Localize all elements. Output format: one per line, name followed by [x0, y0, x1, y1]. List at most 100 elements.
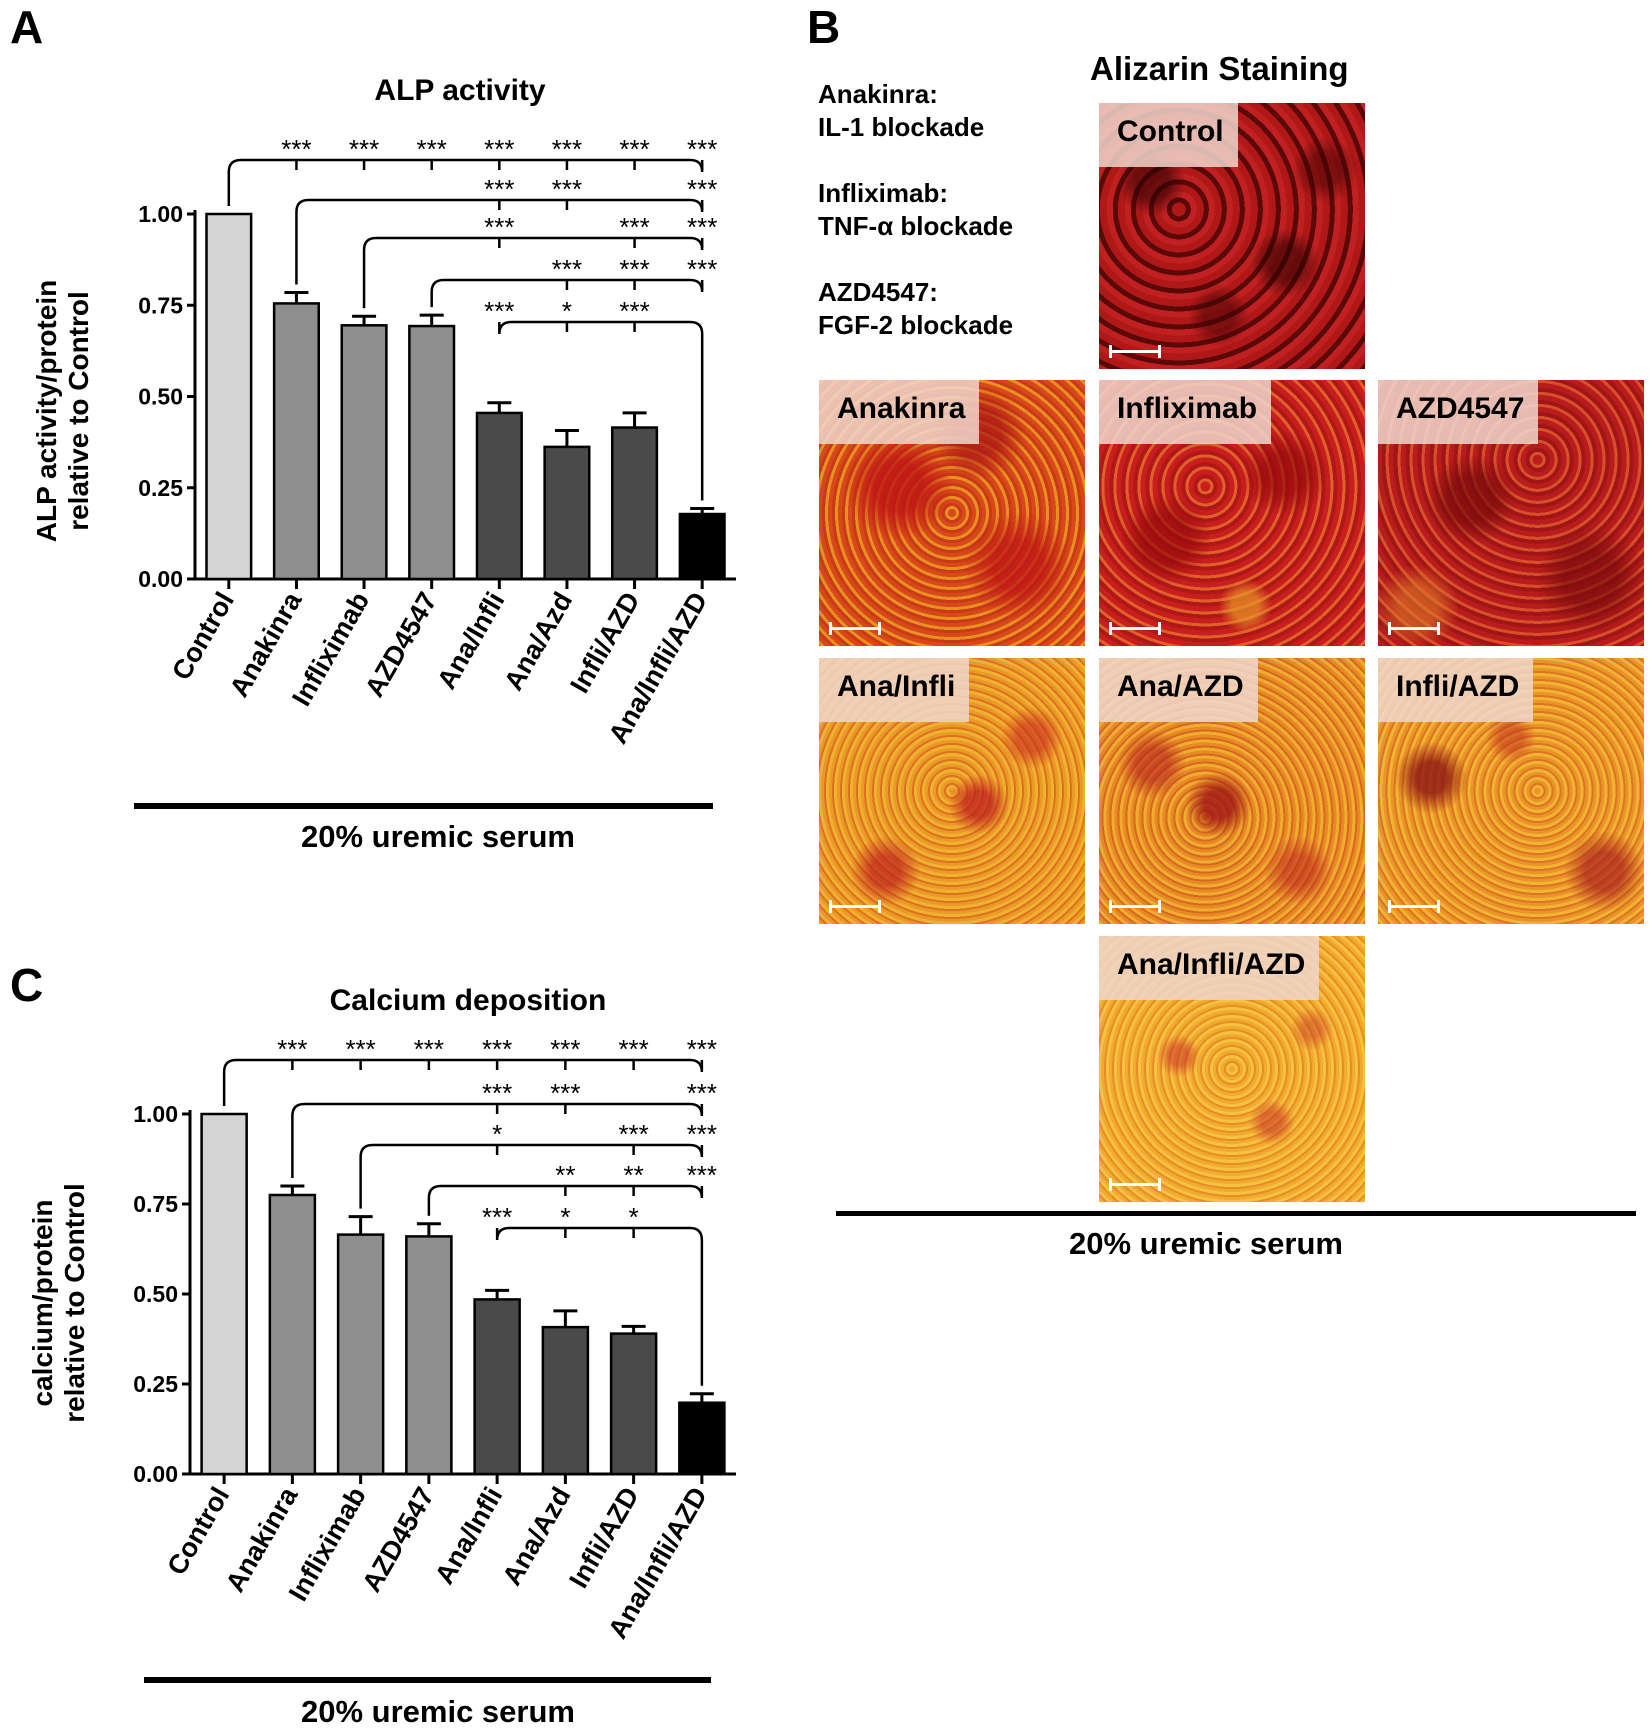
y-tick-label: 0.00: [133, 1461, 178, 1487]
scale-bar: [829, 900, 881, 913]
bar: [475, 411, 523, 581]
micrograph-label: Anakinra: [819, 380, 980, 444]
sig-mark: ***: [619, 212, 649, 242]
sig-mark: *: [492, 1119, 502, 1149]
chart-a-ylabel-line1: ALP activity/protein: [31, 280, 62, 542]
scale-bar: [1109, 622, 1161, 635]
sig-mark: ***: [687, 254, 717, 284]
sig-mark: ***: [482, 1034, 512, 1064]
legend-infliximab-target: TNF-α blockade: [818, 211, 1014, 241]
sig-mark: *: [560, 1202, 570, 1232]
y-tick-label: 0.25: [133, 1371, 178, 1397]
sig-mark: **: [555, 1160, 575, 1190]
bar: [268, 1193, 317, 1476]
micrograph-infli-azd: Infli/AZD: [1378, 658, 1644, 924]
micrograph-label: Infli/AZD: [1378, 658, 1534, 722]
scale-bar: [1109, 1178, 1161, 1191]
chart-c-group-label: 20% uremic serum: [301, 1694, 575, 1728]
y-tick-label: 0.00: [138, 566, 183, 592]
bar: [609, 1332, 658, 1476]
legend-infliximab-drug: Infliximab:: [818, 178, 949, 208]
bar: [541, 1325, 590, 1476]
scale-bar: [1109, 900, 1161, 913]
sig-mark: ***: [414, 1034, 444, 1064]
sig-mark: ***: [619, 254, 649, 284]
y-tick-label: 0.75: [138, 292, 183, 318]
y-tick-label: 0.75: [133, 1191, 178, 1217]
legend-azd4547-drug: AZD4547:: [818, 277, 938, 307]
bar: [405, 1235, 453, 1476]
bar: [473, 1298, 521, 1476]
sig-mark: ***: [619, 134, 649, 164]
chart-a-group-label: 20% uremic serum: [301, 819, 575, 854]
sig-bracket: [359, 1143, 704, 1158]
scale-bar: [1388, 900, 1440, 913]
micrograph-anakinra: Anakinra: [819, 380, 1085, 646]
chart-a-ylabel-line2: relative to Control: [63, 291, 94, 531]
sig-mark: ***: [687, 212, 717, 242]
y-tick-label: 0.50: [138, 384, 183, 410]
bar: [200, 1112, 248, 1476]
bar: [340, 324, 388, 581]
sig-mark: ***: [345, 1034, 375, 1064]
scale-bar: [1109, 345, 1161, 358]
y-tick-label: 0.25: [138, 475, 183, 501]
micrograph-label: AZD4547: [1378, 380, 1539, 444]
y-tick-label: 1.00: [138, 201, 183, 227]
sig-mark: ***: [619, 296, 649, 326]
micrograph-ana-infli-azd: Ana/Infli/AZD: [1099, 936, 1365, 1202]
sig-mark: ***: [552, 254, 582, 284]
micrograph-label: Control: [1099, 103, 1238, 167]
sig-mark: **: [624, 1160, 644, 1190]
scale-bar: [1388, 622, 1440, 635]
panel-b-letter: B: [807, 1, 841, 53]
x-tick-label: Ana/Infli: [429, 1482, 508, 1589]
y-tick-label: 0.50: [133, 1281, 178, 1307]
bar: [272, 302, 321, 581]
y-tick-label: 1.00: [133, 1101, 178, 1127]
bar: [543, 445, 591, 581]
legend-anakinra-drug: Anakinra:: [818, 79, 938, 109]
sig-mark: ***: [687, 1078, 717, 1108]
sig-mark: *: [562, 296, 572, 326]
chart-a-title: ALP activity: [374, 74, 545, 107]
micrograph-azd4547: AZD4547: [1378, 380, 1644, 646]
sig-mark: ***: [687, 1034, 717, 1064]
bar: [408, 324, 456, 581]
bar: [678, 512, 726, 581]
panel-b-group-label: 20% uremic serum: [1069, 1226, 1343, 1261]
sig-mark: ***: [687, 1160, 717, 1190]
sig-mark: ***: [484, 212, 514, 242]
sig-bracket: [495, 1226, 704, 1241]
sig-mark: ***: [277, 1034, 307, 1064]
micrograph-ana-infli: Ana/Infli: [819, 658, 1085, 924]
sig-mark: ***: [550, 1034, 580, 1064]
chart-c-ylabel-line2: relative to Control: [59, 1183, 90, 1423]
chart-a-group-line: [134, 803, 713, 809]
sig-mark: ***: [687, 174, 717, 204]
x-tick-label: Control: [161, 1482, 235, 1580]
panel-b-title: Alizarin Staining: [1090, 50, 1349, 87]
micrograph-label: Ana/Infli/AZD: [1099, 936, 1320, 1000]
sig-mark: ***: [618, 1034, 648, 1064]
sig-mark: ***: [484, 134, 514, 164]
sig-mark: ***: [417, 134, 447, 164]
sig-mark: ***: [484, 174, 514, 204]
bar: [336, 1233, 385, 1476]
panel-a-letter: A: [10, 1, 44, 53]
micrograph-control: Control: [1099, 103, 1365, 369]
micrograph-infliximab: Infliximab: [1099, 380, 1365, 646]
micrograph-label: Ana/Infli: [819, 658, 970, 722]
micrograph-label: Infliximab: [1099, 380, 1272, 444]
sig-mark: ***: [281, 134, 311, 164]
panel-b-group-line: [836, 1211, 1636, 1216]
x-tick-label: Control: [166, 587, 240, 685]
sig-mark: ***: [687, 1119, 717, 1149]
alp-activity-chart: ALP activity ALP activity/protein relati…: [31, 74, 736, 854]
chart-c-group-line: [144, 1677, 711, 1683]
sig-mark: ***: [550, 1078, 580, 1108]
bar: [678, 1401, 726, 1476]
legend-azd4547-target: FGF-2 blockade: [818, 310, 1014, 340]
bar: [205, 212, 253, 581]
sig-mark: ***: [552, 174, 582, 204]
